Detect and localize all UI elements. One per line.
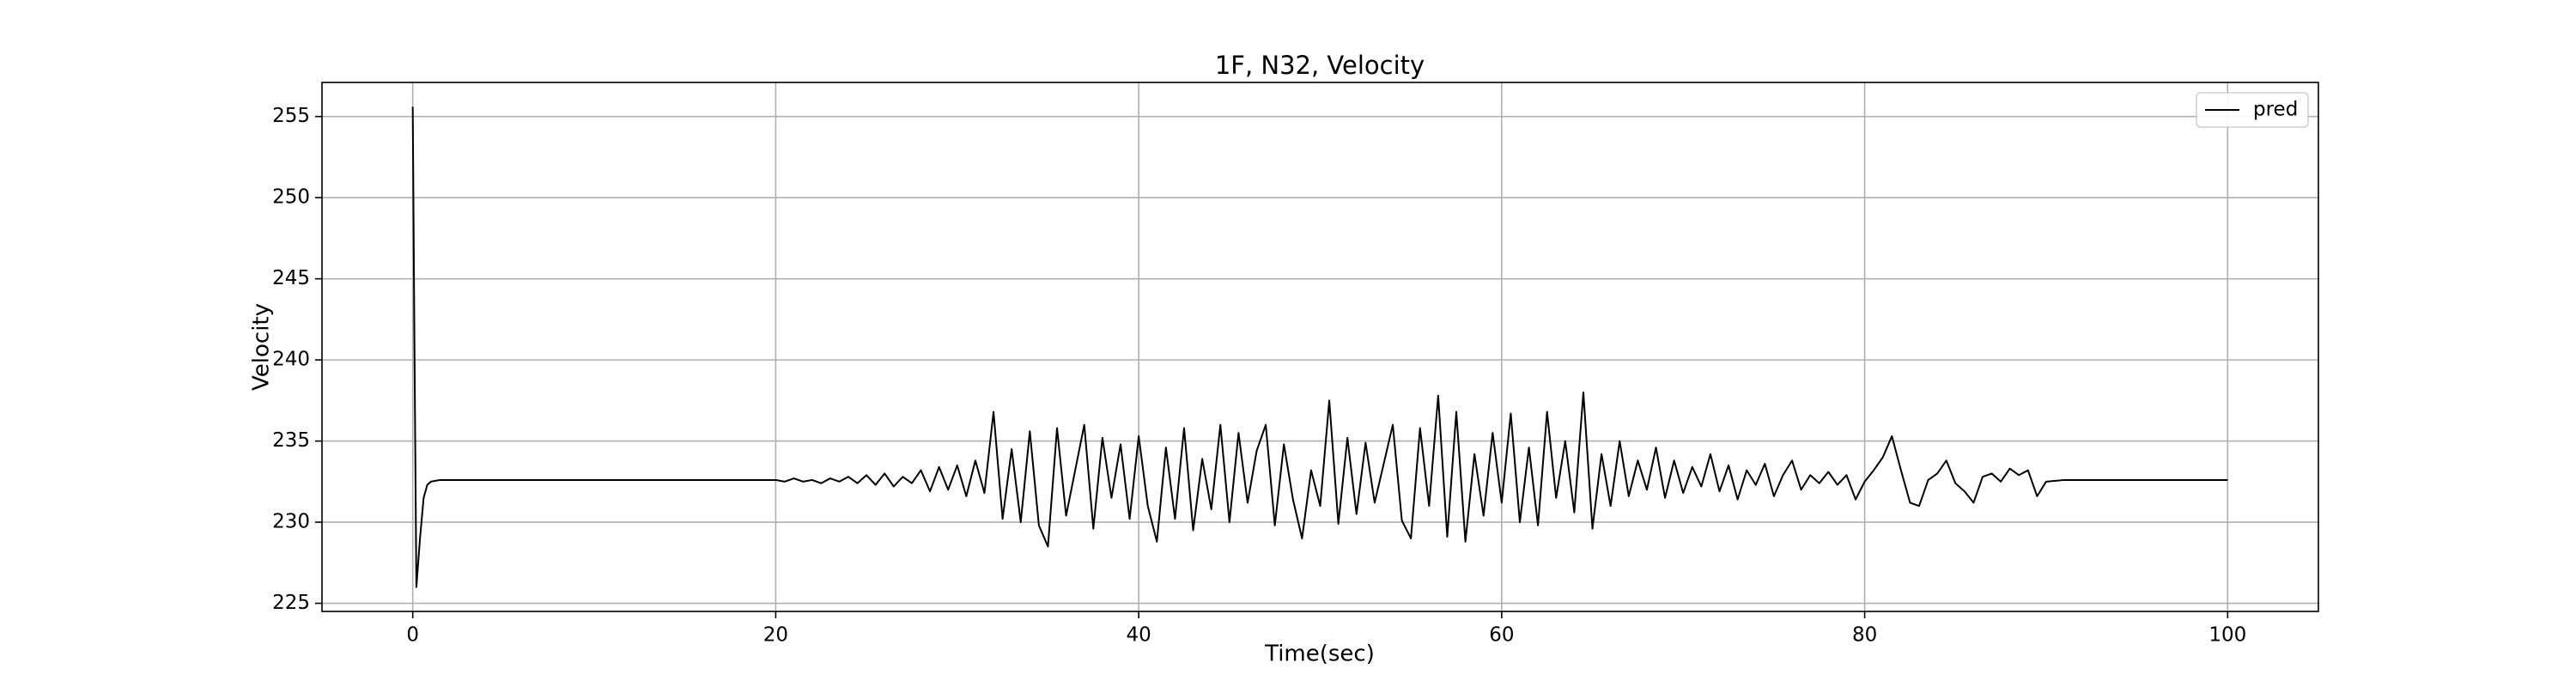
y-tick-label: 255 — [272, 105, 310, 127]
x-axis-label: Time(sec) — [1264, 641, 1375, 667]
x-tick-label: 60 — [1489, 624, 1514, 647]
legend-label: pred — [2253, 99, 2298, 121]
legend-box — [2196, 92, 2309, 128]
x-tick-label: 40 — [1126, 624, 1151, 647]
y-tick-label: 225 — [272, 592, 310, 614]
y-axis-label: Velocity — [249, 303, 275, 391]
y-tick-label: 230 — [272, 511, 310, 533]
y-tick-label: 235 — [272, 429, 310, 452]
chart-title: 1F, N32, Velocity — [1215, 51, 1425, 80]
x-tick-label: 100 — [2208, 624, 2246, 647]
plot-frame — [321, 82, 2319, 612]
y-tick-label: 250 — [272, 186, 310, 209]
x-tick-label: 20 — [763, 624, 788, 647]
y-tick-label: 240 — [272, 349, 310, 371]
line — [411, 106, 2228, 588]
x-tick-label: 0 — [406, 624, 419, 647]
x-tick-label: 80 — [1852, 624, 1877, 647]
y-tick-label: 245 — [272, 267, 310, 289]
